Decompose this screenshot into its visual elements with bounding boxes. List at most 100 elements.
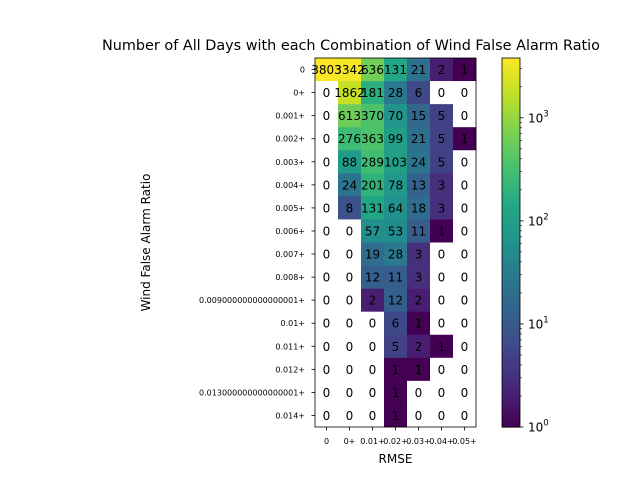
- colorbar-segment: [502, 162, 520, 167]
- heatmap-cell: [407, 173, 431, 197]
- y-tick-label: 0.014+: [275, 411, 305, 420]
- colorbar-segment: [502, 294, 520, 299]
- cell-value-label: 0: [323, 317, 331, 331]
- colorbar-segment: [502, 417, 520, 422]
- colorbar-segment: [502, 125, 520, 130]
- cell-value-label: 0: [369, 386, 377, 400]
- colorbar-segment: [502, 245, 520, 250]
- colorbar-segment: [502, 337, 520, 342]
- cell-value-label: 0: [438, 409, 446, 423]
- colorbar-segment: [502, 220, 520, 225]
- cell-value-label: 0: [323, 224, 331, 238]
- colorbar-segment: [502, 187, 520, 191]
- colorbar-segment: [502, 159, 520, 164]
- colorbar-segment: [502, 190, 520, 194]
- heatmap-cell: [453, 127, 477, 151]
- colorbar-segment: [502, 119, 520, 124]
- cell-value-label: 1: [438, 340, 446, 354]
- colorbar-segment: [502, 331, 520, 336]
- x-tick-label: 0.04+: [429, 437, 454, 446]
- y-tick-label: 0.004+: [275, 181, 305, 190]
- heatmap-cell: [361, 127, 385, 151]
- heatmap-cell: [338, 334, 362, 359]
- heatmap-cell: [407, 380, 431, 405]
- colorbar-segment: [502, 291, 520, 296]
- colorbar-segment: [502, 61, 520, 65]
- colorbar-segment: [502, 116, 520, 121]
- colorbar-segment: [502, 316, 520, 320]
- cell-value-label: 2: [438, 63, 446, 77]
- cell-value-label: 0: [461, 340, 469, 354]
- colorbar-segment: [502, 144, 520, 148]
- cell-value-label: 0: [461, 363, 469, 377]
- cell-value-label: 0: [461, 409, 469, 423]
- colorbar-segment: [502, 411, 520, 416]
- colorbar-segment: [502, 217, 520, 222]
- heatmap-cell: [361, 104, 385, 128]
- heatmap-cell: [361, 242, 385, 266]
- cell-value-label: 363: [361, 132, 384, 146]
- colorbar-segment: [502, 267, 520, 271]
- heatmap-cell: [384, 380, 408, 405]
- cell-value-label: 1: [392, 386, 400, 400]
- colorbar-segment: [502, 168, 520, 173]
- colorbar-segment: [502, 387, 520, 391]
- colorbar-segment: [502, 319, 520, 324]
- heatmap-cell: [407, 219, 431, 243]
- cell-value-label: 18: [411, 201, 426, 215]
- colorbar-segment: [502, 91, 520, 96]
- y-tick-label: 0.011+: [275, 342, 305, 351]
- heatmap-cell: [430, 104, 454, 128]
- heatmap-cell: [315, 311, 339, 336]
- heatmap-cell: [453, 403, 477, 428]
- cell-value-label: 2: [415, 294, 423, 308]
- heatmap-cell: [407, 265, 431, 289]
- y-tick-label: 0: [300, 66, 305, 75]
- cell-value-label: 3803: [311, 63, 342, 77]
- colorbar-segment: [502, 156, 520, 161]
- colorbar-segment: [502, 390, 520, 394]
- cell-value-label: 0: [323, 386, 331, 400]
- colorbar-segment: [502, 67, 520, 71]
- cell-value-label: 0: [461, 155, 469, 169]
- y-tick-label: 0.007+: [275, 250, 305, 259]
- colorbar-segment: [502, 402, 520, 407]
- heatmap-cell: [338, 403, 362, 428]
- colorbar-segment: [502, 184, 520, 188]
- heatmap-cell: [430, 265, 454, 289]
- heatmap-cell: [430, 242, 454, 266]
- heatmap-cell: [384, 357, 408, 382]
- cell-value-label: 12: [365, 271, 380, 285]
- heatmap-cell: [407, 196, 431, 220]
- heatmap-cell: [315, 127, 339, 151]
- cell-value-label: 15: [411, 109, 426, 123]
- cell-value-label: 0: [461, 86, 469, 100]
- cell-value-label: 11: [388, 271, 403, 285]
- heatmap-cell: [338, 219, 362, 243]
- cell-value-label: 0: [346, 317, 354, 331]
- cell-value-label: 636: [361, 63, 384, 77]
- heatmap-cell: [384, 288, 408, 312]
- colorbar-segment: [502, 304, 520, 308]
- heatmap-cell: [338, 380, 362, 405]
- heatmap-cell: [315, 403, 339, 428]
- cell-value-label: 0: [369, 363, 377, 377]
- colorbar-frame: [501, 57, 521, 428]
- colorbar-segment: [502, 343, 520, 348]
- heatmap-cell: [315, 357, 339, 382]
- heatmap-cell: [384, 334, 408, 359]
- heatmap-cell: [315, 265, 339, 289]
- colorbar-segment: [502, 205, 520, 210]
- y-axis-ticks: 0 0+ 0.001+ 0.002+ 0.003+ 0.004+ 0.005+ 0.006+ 0…: [199, 66, 315, 420]
- heatmap-cell: [430, 81, 454, 105]
- colorbar-segment: [502, 110, 520, 114]
- x-tick-label: 0.03+: [406, 437, 431, 446]
- colorbar-segment: [502, 150, 520, 154]
- colorbar-segment: [502, 181, 520, 185]
- cell-value-label: 0: [438, 317, 446, 331]
- colorbar: 100 101 102 103: [501, 57, 549, 435]
- y-tick-label: 0.009000000000000001+: [199, 296, 305, 305]
- heatmap-cells: [315, 58, 477, 428]
- cell-value-label: 21: [411, 132, 426, 146]
